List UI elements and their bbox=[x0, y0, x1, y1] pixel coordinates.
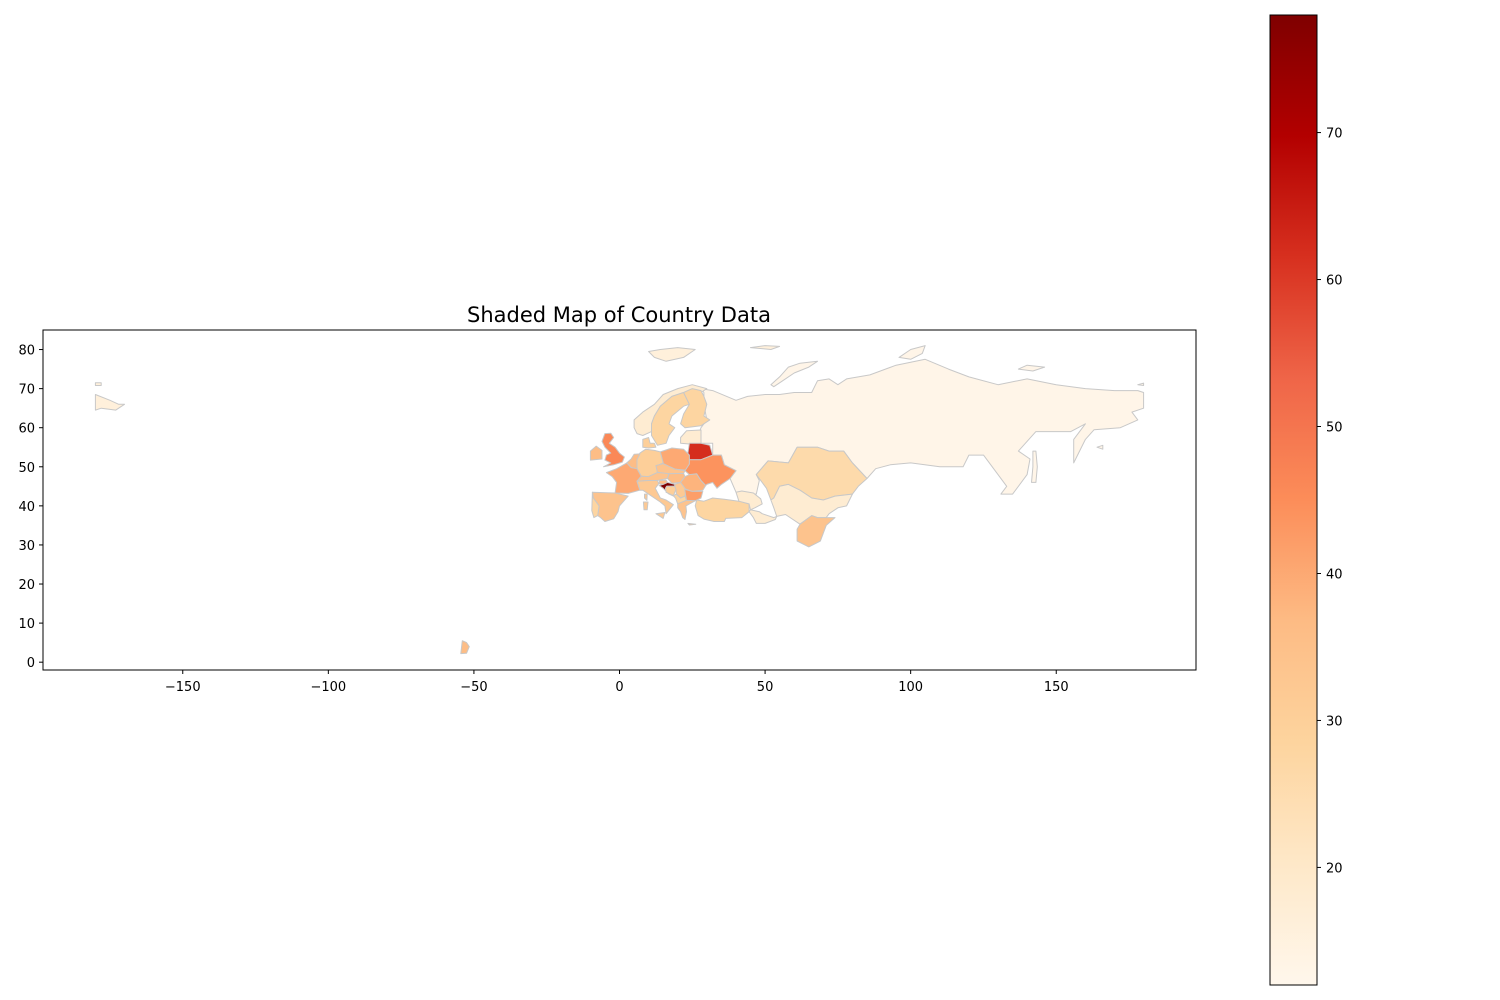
region-kamchatka-islands bbox=[1096, 444, 1104, 450]
region-greece bbox=[677, 499, 696, 520]
region-french-guiana bbox=[460, 640, 470, 655]
y-axis: 0 10 20 30 40 50 60 70 80 bbox=[18, 344, 43, 671]
x-tick-label: −100 bbox=[310, 680, 346, 695]
region-italy bbox=[636, 480, 674, 515]
map-layer bbox=[94, 345, 1145, 655]
region-ireland bbox=[589, 445, 603, 461]
colorbar-tick-label: 30 bbox=[1326, 714, 1343, 729]
x-axis: −150 −100 −50 0 50 100 150 bbox=[165, 670, 1069, 695]
region-svalbard bbox=[648, 347, 696, 362]
x-tick-label: −150 bbox=[165, 680, 201, 695]
region-corsica bbox=[644, 493, 648, 501]
x-tick-label: 100 bbox=[898, 680, 923, 695]
region-czech-slovakia bbox=[655, 463, 686, 475]
region-finland bbox=[680, 388, 711, 429]
colorbar-tick-label: 60 bbox=[1326, 274, 1343, 289]
region-portugal bbox=[591, 491, 600, 519]
region-iran-west bbox=[748, 509, 778, 524]
region-central-asia bbox=[770, 483, 853, 525]
region-sardinia bbox=[642, 501, 649, 511]
y-tick-label: 60 bbox=[18, 422, 35, 437]
region-severnaya-zemlya bbox=[898, 345, 926, 360]
colorbar-axis: 20 30 40 50 60 70 bbox=[1317, 127, 1343, 876]
chart-title: Shaded Map of Country Data bbox=[467, 303, 771, 327]
y-tick-label: 20 bbox=[18, 578, 35, 593]
region-bosnia bbox=[665, 485, 677, 497]
region-new-siberian bbox=[1017, 364, 1046, 372]
colorbar-tick-label: 50 bbox=[1326, 421, 1343, 436]
region-crete bbox=[687, 522, 697, 526]
region-sakhalin bbox=[1031, 450, 1038, 483]
region-denmark bbox=[642, 437, 657, 449]
colorbar-tick-label: 40 bbox=[1326, 567, 1343, 582]
region-uk bbox=[601, 432, 625, 468]
region-russia-east-tip bbox=[94, 394, 125, 411]
region-franz-josef bbox=[750, 345, 781, 350]
y-tick-label: 10 bbox=[18, 617, 35, 632]
x-tick-label: 50 bbox=[757, 680, 774, 695]
region-baltics bbox=[680, 429, 702, 445]
region-ukraine bbox=[684, 454, 737, 489]
x-tick-label: 0 bbox=[615, 680, 623, 695]
colorbar-tick-label: 70 bbox=[1326, 127, 1343, 142]
x-tick-label: 150 bbox=[1044, 680, 1069, 695]
x-tick-label: −50 bbox=[460, 680, 487, 695]
region-wrangel bbox=[1137, 382, 1145, 386]
region-bulgaria bbox=[684, 488, 704, 502]
colorbar-tick-label: 20 bbox=[1326, 861, 1343, 876]
region-russia-east-island bbox=[94, 382, 102, 386]
y-tick-label: 30 bbox=[18, 539, 35, 554]
region-sweden bbox=[651, 392, 690, 446]
region-afghanistan bbox=[796, 515, 836, 548]
y-tick-label: 0 bbox=[27, 656, 35, 671]
colorbar bbox=[1269, 14, 1318, 986]
region-sicily bbox=[655, 512, 666, 519]
region-russia bbox=[697, 358, 1145, 495]
y-tick-label: 50 bbox=[18, 461, 35, 476]
y-tick-label: 40 bbox=[18, 500, 35, 515]
y-tick-label: 70 bbox=[18, 383, 35, 398]
region-novaya-zemlya bbox=[770, 360, 818, 388]
region-caucasus bbox=[735, 490, 763, 511]
y-tick-label: 80 bbox=[18, 344, 35, 359]
